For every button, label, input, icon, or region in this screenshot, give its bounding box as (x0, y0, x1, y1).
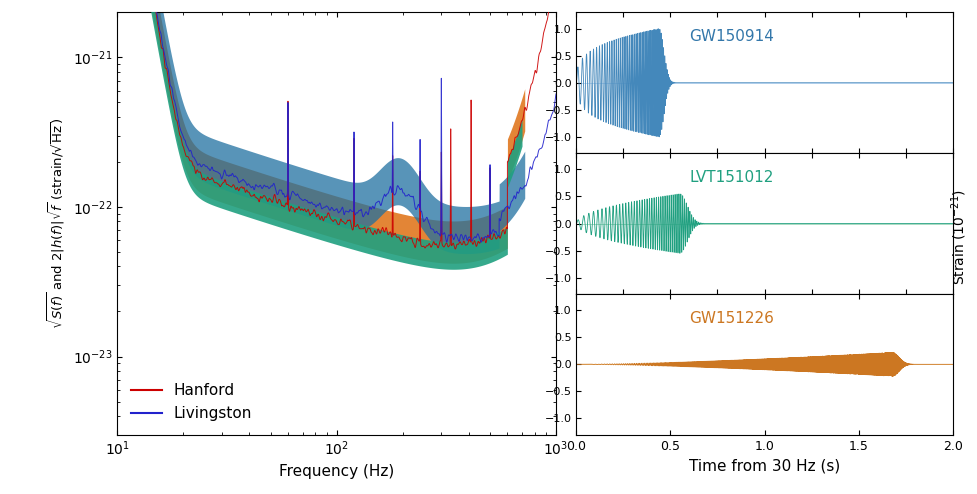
Text: GW151226: GW151226 (690, 311, 774, 326)
Text: Strain ($10^{-21}$): Strain ($10^{-21}$) (950, 189, 969, 285)
Text: LVT151012: LVT151012 (690, 170, 774, 185)
Y-axis label: $\sqrt{S(f)}$ and $2|h(f)|\sqrt{f}$ (strain/$\sqrt{\mathrm{Hz}}$): $\sqrt{S(f)}$ and $2|h(f)|\sqrt{f}$ (str… (46, 118, 67, 329)
X-axis label: Frequency (Hz): Frequency (Hz) (279, 464, 395, 479)
Legend: Hanford, Livingston: Hanford, Livingston (125, 377, 258, 427)
Text: GW150914: GW150914 (690, 29, 774, 44)
X-axis label: Time from 30 Hz (s): Time from 30 Hz (s) (689, 458, 840, 473)
